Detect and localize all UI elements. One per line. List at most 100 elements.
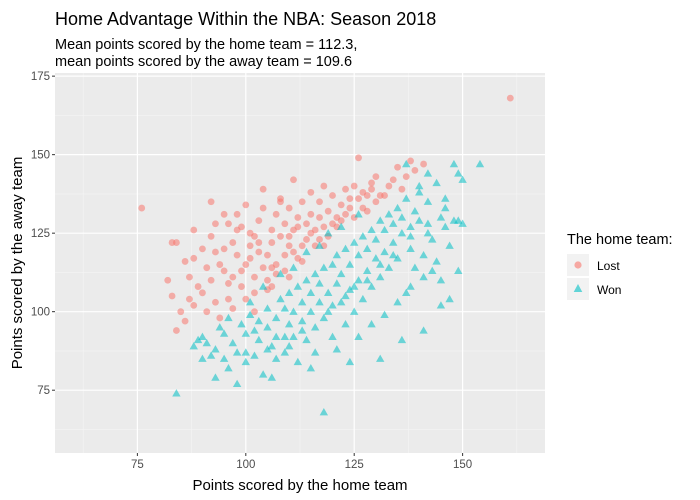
data-point-won — [428, 266, 437, 275]
data-point-won — [310, 348, 320, 356]
data-point-won — [428, 235, 437, 243]
legend-key-lost — [574, 261, 582, 269]
data-point-won — [454, 169, 463, 177]
data-point-won — [302, 247, 311, 256]
data-point-won — [397, 335, 407, 344]
data-point-won — [224, 313, 233, 322]
data-point-won — [384, 263, 394, 271]
data-point-won — [345, 285, 355, 293]
data-point-lost — [402, 173, 410, 181]
data-point-won — [393, 254, 402, 262]
data-point-won — [336, 222, 346, 231]
data-point-won — [336, 298, 346, 306]
data-point-lost — [190, 226, 198, 234]
data-point-won — [458, 175, 467, 183]
data-point-won — [341, 244, 350, 253]
data-point-lost — [298, 258, 306, 265]
data-point-lost — [168, 292, 176, 300]
data-point-lost — [372, 198, 380, 206]
data-point-lost — [290, 248, 297, 256]
data-point-won — [263, 323, 272, 331]
data-point-lost — [298, 242, 306, 250]
data-point-won — [415, 188, 424, 196]
data-point-won — [310, 323, 320, 331]
y-axis-title: Points scored by the away team — [9, 157, 26, 370]
data-point-lost — [290, 176, 297, 184]
x-axis-title: Points scored by the home team — [192, 477, 407, 494]
data-point-lost — [194, 283, 202, 290]
data-point-won — [315, 241, 324, 249]
data-point-won — [323, 288, 333, 296]
series-won — [172, 159, 485, 416]
data-point-lost — [407, 157, 414, 165]
data-point-lost — [173, 327, 180, 334]
data-point-won — [436, 301, 446, 309]
data-point-won — [393, 203, 402, 212]
chart-subtitle-line-1: Mean points scored by the home team = 11… — [55, 37, 357, 53]
data-point-lost — [346, 204, 354, 212]
data-point-won — [206, 351, 216, 359]
data-point-lost — [277, 198, 284, 206]
data-point-won — [402, 288, 411, 296]
data-point-lost — [281, 267, 289, 275]
data-point-lost — [255, 248, 263, 256]
data-point-lost — [225, 280, 232, 287]
chart-title: Home Advantage Within the NBA: Season 20… — [55, 9, 436, 29]
data-point-lost — [316, 198, 323, 206]
data-point-lost — [207, 198, 215, 206]
data-point-won — [350, 282, 359, 290]
data-point-lost — [186, 273, 193, 281]
data-point-lost — [342, 210, 349, 218]
data-point-won — [263, 304, 272, 312]
series-lost — [138, 94, 514, 334]
data-point-lost — [186, 295, 193, 303]
data-point-won — [289, 263, 298, 271]
data-point-won — [302, 276, 311, 284]
data-point-won — [193, 335, 203, 344]
data-point-won — [245, 298, 255, 306]
data-point-won — [215, 323, 224, 331]
data-point-lost — [285, 242, 293, 250]
data-point-won — [436, 213, 446, 221]
data-point-won — [280, 332, 290, 340]
data-point-won — [406, 232, 415, 240]
data-point-lost — [342, 185, 349, 193]
data-point-won — [363, 276, 372, 284]
data-point-lost — [255, 239, 263, 246]
data-point-won — [445, 294, 454, 303]
data-point-won — [389, 238, 398, 246]
data-point-won — [297, 298, 307, 306]
data-point-won — [380, 247, 389, 256]
data-point-won — [376, 272, 385, 281]
data-point-won — [419, 326, 428, 334]
data-point-won — [211, 373, 220, 381]
data-point-lost — [394, 163, 401, 171]
data-point-won — [475, 159, 485, 168]
data-point-won — [376, 354, 385, 362]
data-point-won — [358, 294, 368, 303]
data-point-lost — [259, 204, 267, 212]
data-point-lost — [246, 242, 254, 250]
data-point-lost — [506, 94, 514, 102]
data-point-lost — [177, 308, 185, 316]
data-point-lost — [216, 314, 224, 322]
y-tick-label: 75 — [37, 385, 50, 397]
data-point-lost — [220, 245, 228, 253]
data-point-lost — [251, 289, 258, 297]
data-point-lost — [164, 276, 172, 284]
data-point-lost — [311, 226, 319, 234]
data-point-lost — [199, 289, 206, 297]
data-point-won — [289, 332, 298, 340]
data-point-won — [441, 222, 450, 231]
data-point-lost — [173, 239, 180, 246]
data-point-won — [276, 269, 285, 278]
data-point-won — [454, 266, 463, 275]
data-point-won — [410, 263, 420, 271]
data-point-lost — [363, 192, 371, 199]
data-point-lost — [242, 261, 250, 268]
data-point-won — [376, 216, 385, 224]
data-point-won — [302, 335, 311, 344]
data-point-lost — [268, 239, 276, 246]
data-point-lost — [229, 273, 237, 281]
data-point-won — [267, 373, 277, 381]
